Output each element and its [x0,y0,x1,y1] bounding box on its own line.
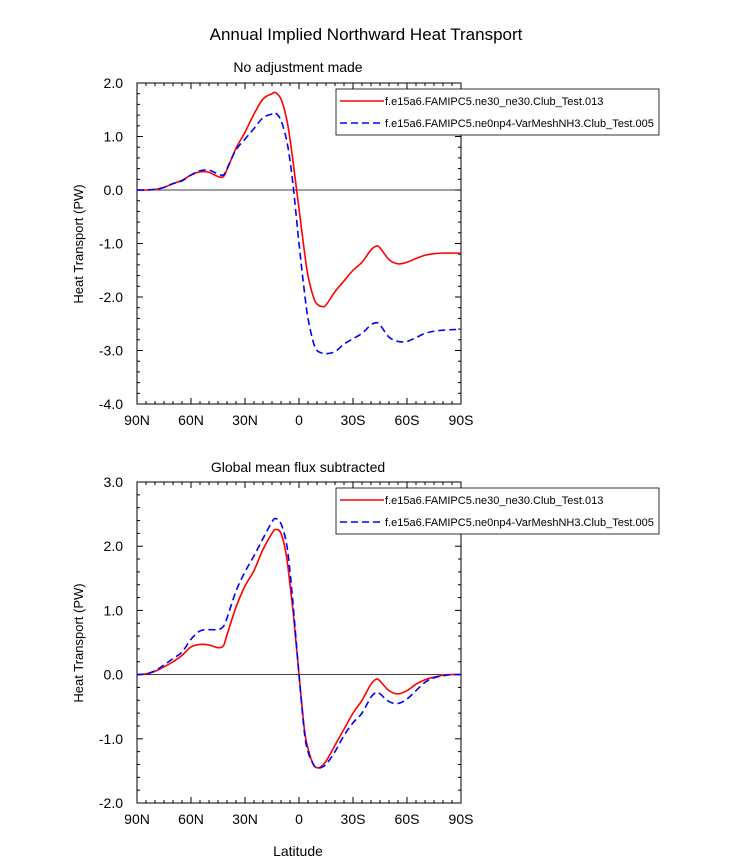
legend-label-2: f.e15a6.FAMIPC5.ne0np4-VarMeshNH3.Club_T… [385,118,654,130]
panel-top-ylabel: Heat Transport (PW) [71,184,86,303]
legend-label-1: f.e15a6.FAMIPC5.ne30_ne30.Club_Test.013 [385,495,603,507]
series-line-2 [136,517,462,769]
series-line-1 [136,91,461,308]
plot-frame [136,481,462,804]
y-tick-label: -4.0 [99,396,123,412]
x-tick-label: 60S [395,412,420,428]
y-tick-label: 2.0 [104,538,124,554]
panel-bottom-ylabel: Heat Transport (PW) [71,583,86,702]
x-tick-label: 30N [232,412,258,428]
panel-bottom-xlabel: Latitude [273,843,323,858]
y-tick-label: -3.0 [99,343,123,359]
y-tick-label: 3.0 [104,474,124,490]
panel-top-legend: f.e15a6.FAMIPC5.ne30_ne30.Club_Test.013f… [335,88,660,136]
y-tick-label: 1.0 [104,129,124,145]
y-tick-label: -2.0 [99,795,123,811]
x-tick-label: 60S [395,811,420,827]
panel-bottom-legend: f.e15a6.FAMIPC5.ne30_ne30.Club_Test.013f… [335,487,660,535]
x-tick-label: 90N [124,811,150,827]
panel-top-plot-area [136,82,462,405]
x-tick-label: 0 [295,811,303,827]
series-line-1 [136,528,462,769]
y-tick-label: -2.0 [99,289,123,305]
figure-title: Annual Implied Northward Heat Transport [210,25,523,44]
y-tick-label: 0.0 [104,667,124,683]
y-tick-label: 1.0 [104,602,124,618]
y-tick-label: -1.0 [99,236,123,252]
legend-box [335,487,660,535]
x-tick-label: 90N [124,412,150,428]
y-tick-label: 0.0 [104,182,124,198]
legend-label-1: f.e15a6.FAMIPC5.ne30_ne30.Club_Test.013 [385,96,603,108]
y-tick-label: -1.0 [99,731,123,747]
panel-bottom-title: Global mean flux subtracted [211,459,385,475]
x-tick-label: 30S [341,412,366,428]
plot-frame [136,82,462,405]
x-tick-label: 90S [449,412,474,428]
panel-bottom-plot-area [136,481,462,804]
x-tick-label: 60N [178,811,204,827]
x-tick-label: 60N [178,412,204,428]
panel-top-title: No adjustment made [233,59,362,75]
x-tick-label: 30S [341,811,366,827]
panel-top: No adjustment made Heat Transport (PW) 9… [71,59,660,428]
x-tick-label: 0 [295,412,303,428]
series-line-2 [136,111,462,355]
y-tick-label: 2.0 [104,75,124,91]
panel-bottom: Global mean flux subtracted Heat Transpo… [71,459,660,858]
x-tick-label: 30N [232,811,258,827]
legend-label-2: f.e15a6.FAMIPC5.ne0np4-VarMeshNH3.Club_T… [385,517,654,529]
legend-box [335,88,660,136]
x-tick-label: 90S [449,811,474,827]
